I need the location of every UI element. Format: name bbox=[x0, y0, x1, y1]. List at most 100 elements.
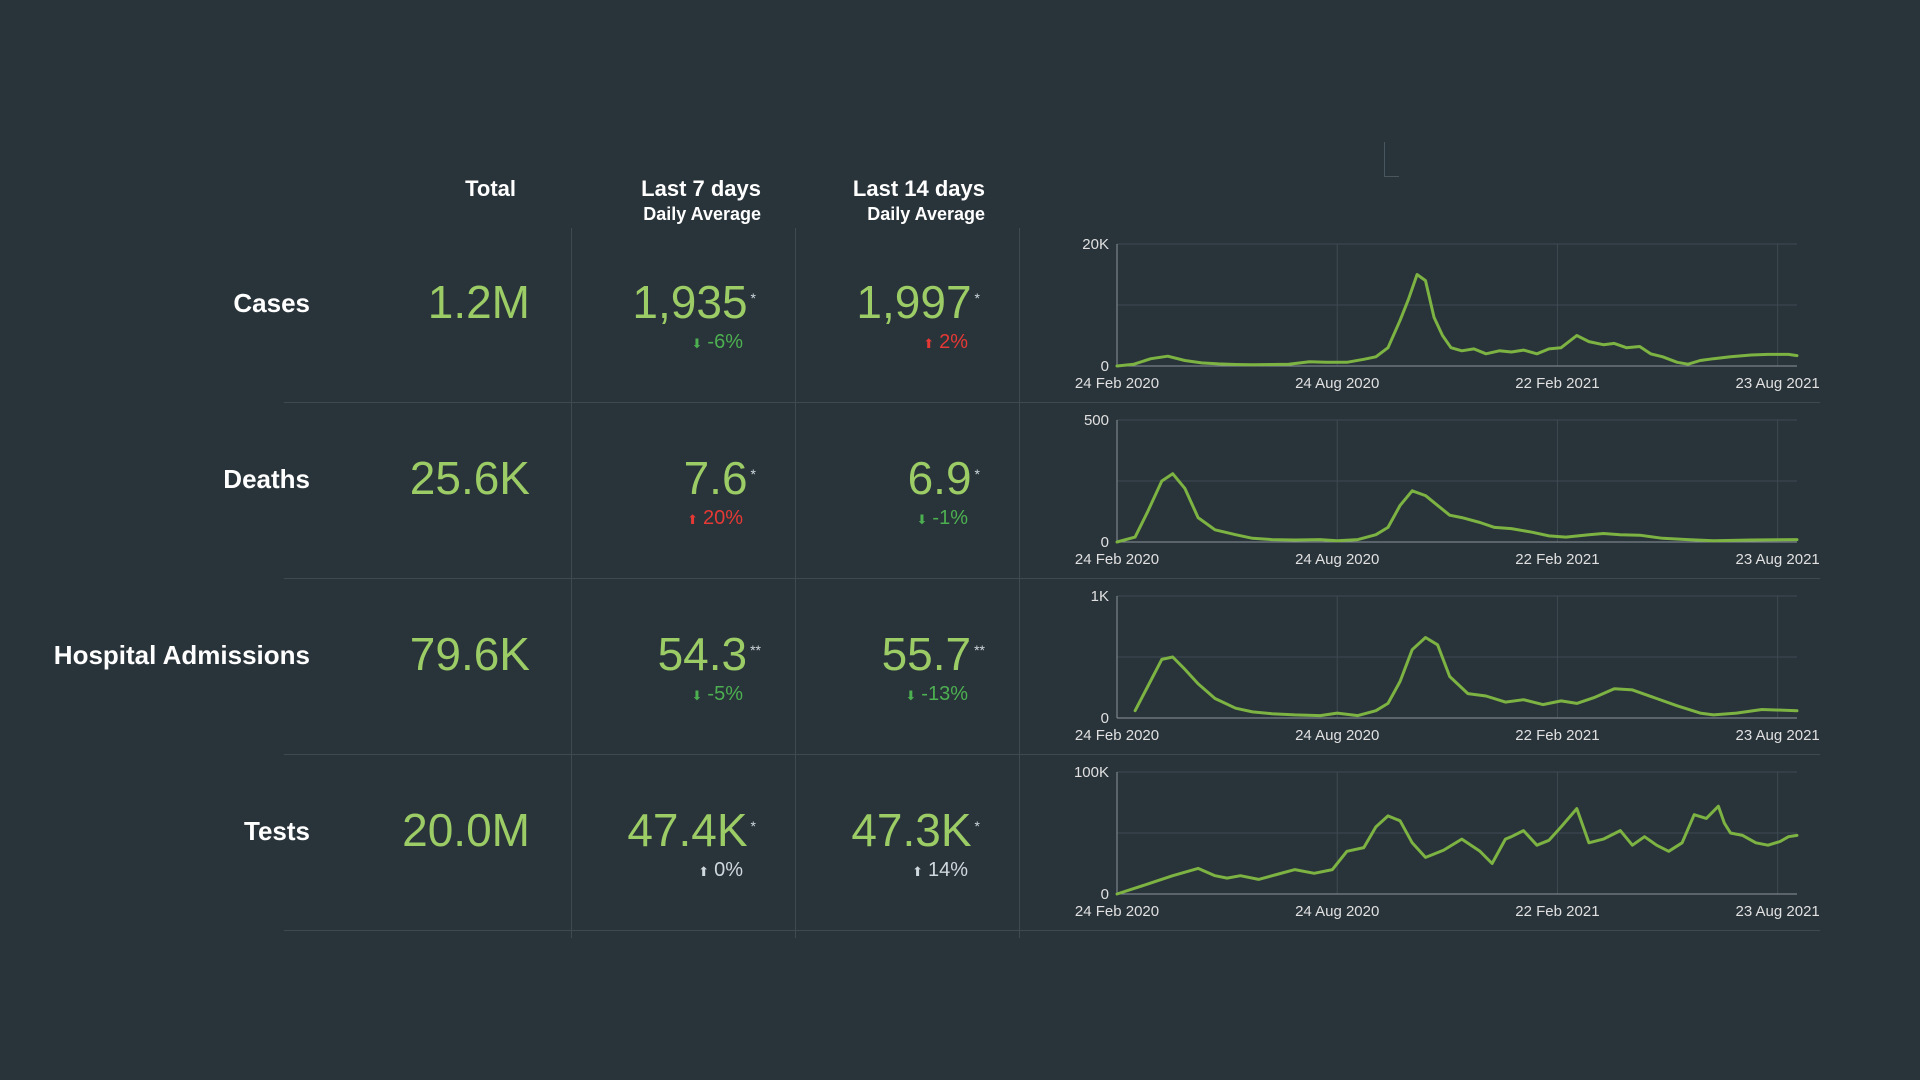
last7-hospital-admissions: 54.3 ** bbox=[560, 629, 761, 679]
header-total: Total bbox=[400, 176, 516, 202]
header-last14-sub: Daily Average bbox=[867, 204, 985, 224]
deaths-chart: 0 500 24 Feb 2020 24 Aug 2020 22 Feb 2021 23 … bbox=[1075, 412, 1820, 568]
x-tick-label: 22 Feb 2021 bbox=[1515, 551, 1599, 568]
total-deaths: 25.6K bbox=[409, 452, 530, 504]
grid-hline-4 bbox=[284, 930, 1820, 931]
last14-deaths: 6.9 * bbox=[790, 453, 980, 503]
x-tick-label: 23 Aug 2021 bbox=[1736, 727, 1820, 744]
last7-tests-value: 47.4K bbox=[627, 804, 748, 856]
arrow-down-icon: ⬇ bbox=[916, 512, 928, 527]
last14-hospital-admissions-value: 55.7 bbox=[881, 628, 972, 680]
last7-hospital-admissions-note: ** bbox=[750, 642, 761, 658]
x-tick-label: 23 Aug 2021 bbox=[1736, 903, 1820, 920]
y-tick-label: 100K bbox=[1074, 764, 1109, 781]
grid-hline-3 bbox=[284, 754, 1820, 755]
total-hospital-admissions: 79.6K bbox=[409, 628, 530, 680]
last14-tests: 47.3K * bbox=[790, 805, 980, 855]
last7-tests-note: * bbox=[750, 818, 756, 834]
last7-cases: 1,935 * bbox=[560, 277, 756, 327]
arrow-up-icon: ⬆ bbox=[698, 864, 710, 879]
last7-deaths: 7.6 * bbox=[560, 453, 756, 503]
header-total-label: Total bbox=[465, 176, 516, 201]
last14-cases: 1,997 * bbox=[790, 277, 980, 327]
x-tick-label: 24 Feb 2020 bbox=[1075, 903, 1159, 920]
total-cases: 1.2M bbox=[427, 276, 530, 328]
last7-deaths-change: ⬆ 20% bbox=[600, 506, 743, 532]
y-tick-label: 20K bbox=[1082, 236, 1109, 253]
last7-cases-change-text: -6% bbox=[707, 331, 743, 353]
arrow-down-icon: ⬇ bbox=[691, 688, 703, 703]
cases-chart: 0 20K 24 Feb 2020 24 Aug 2020 22 Feb 2021 23 … bbox=[1075, 236, 1820, 392]
last7-deaths-change-text: 20% bbox=[702, 507, 743, 529]
series-line bbox=[1115, 472, 1799, 544]
last14-cases-note: * bbox=[974, 290, 980, 306]
hospital-admissions-chart: 0 1K 24 Feb 2020 24 Aug 2020 22 Feb 2021 23 A… bbox=[1075, 588, 1820, 744]
y-tick-label: 0 bbox=[1101, 534, 1109, 551]
x-tick-label: 23 Aug 2021 bbox=[1736, 375, 1820, 392]
series-line bbox=[1115, 804, 1799, 896]
y-tick-label: 0 bbox=[1101, 710, 1109, 727]
last14-hospital-admissions-note: ** bbox=[974, 642, 985, 658]
header-last7: Last 7 days Daily Average bbox=[560, 176, 761, 226]
y-tick-label: 0 bbox=[1101, 886, 1109, 903]
last7-tests-change: ⬆ 0% bbox=[600, 858, 743, 884]
grid-hline-1 bbox=[284, 402, 1820, 403]
grid-hline-2 bbox=[284, 578, 1820, 579]
last7-tests-change-text: 0% bbox=[714, 859, 743, 881]
header-last14-label: Last 14 days bbox=[852, 176, 985, 201]
last7-deaths-note: * bbox=[750, 466, 756, 482]
row-label-tests: Tests bbox=[244, 816, 310, 846]
last7-hospital-admissions-value: 54.3 bbox=[657, 628, 748, 680]
grid-vline-2 bbox=[795, 228, 796, 938]
last14-hospital-admissions-change-text: -13% bbox=[921, 683, 968, 705]
last14-hospital-admissions: 55.7 ** bbox=[790, 629, 985, 679]
series-line bbox=[1133, 636, 1799, 718]
last7-cases-note: * bbox=[750, 290, 756, 306]
x-tick-label: 24 Feb 2020 bbox=[1075, 727, 1159, 744]
last7-hospital-admissions-change-text: -5% bbox=[707, 683, 743, 705]
tests-chart: 0 100K 24 Feb 2020 24 Aug 2020 22 Feb 2021 23… bbox=[1074, 764, 1820, 920]
x-tick-label: 24 Aug 2020 bbox=[1295, 551, 1379, 568]
x-tick-label: 24 Feb 2020 bbox=[1075, 551, 1159, 568]
header-last7-sub: Daily Average bbox=[643, 204, 761, 224]
header-last14: Last 14 days Daily Average bbox=[790, 176, 985, 226]
last7-deaths-value: 7.6 bbox=[683, 452, 748, 504]
last14-cases-change-text: 2% bbox=[939, 331, 968, 353]
row-label-cases: Cases bbox=[233, 288, 310, 318]
row-label-hospital-admissions: Hospital Admissions bbox=[53, 640, 310, 670]
last14-deaths-change-text: -1% bbox=[932, 507, 968, 529]
last14-deaths-note: * bbox=[974, 466, 980, 482]
last14-tests-change: ⬆ 14% bbox=[820, 858, 968, 884]
header-last7-label: Last 7 days bbox=[641, 176, 761, 201]
last7-cases-value: 1,935 bbox=[632, 276, 748, 328]
last14-tests-change-text: 14% bbox=[927, 859, 968, 881]
last7-cases-change: ⬇ -6% bbox=[600, 330, 743, 356]
x-tick-label: 22 Feb 2021 bbox=[1515, 375, 1599, 392]
row-label-deaths: Deaths bbox=[223, 464, 310, 494]
total-tests: 20.0M bbox=[402, 804, 530, 856]
x-tick-label: 22 Feb 2021 bbox=[1515, 727, 1599, 744]
last14-hospital-admissions-change: ⬇ -13% bbox=[820, 682, 968, 708]
arrow-down-icon: ⬇ bbox=[691, 336, 703, 351]
x-tick-label: 24 Feb 2020 bbox=[1075, 375, 1159, 392]
x-tick-label: 24 Aug 2020 bbox=[1295, 375, 1379, 392]
cursor-marker bbox=[1384, 142, 1399, 177]
arrow-up-icon: ⬆ bbox=[923, 336, 935, 351]
last14-tests-value: 47.3K bbox=[851, 804, 972, 856]
x-tick-label: 24 Aug 2020 bbox=[1295, 727, 1379, 744]
last14-tests-note: * bbox=[974, 818, 980, 834]
y-tick-label: 500 bbox=[1084, 412, 1109, 429]
y-tick-label: 1K bbox=[1091, 588, 1109, 605]
last14-deaths-value: 6.9 bbox=[907, 452, 972, 504]
arrow-up-icon: ⬆ bbox=[912, 864, 923, 879]
grid-vline-1 bbox=[571, 228, 572, 938]
last14-cases-change: ⬆ 2% bbox=[820, 330, 968, 356]
last7-hospital-admissions-change: ⬇ -5% bbox=[600, 682, 743, 708]
x-tick-label: 23 Aug 2021 bbox=[1736, 551, 1820, 568]
last14-deaths-change: ⬇ -1% bbox=[820, 506, 968, 532]
grid-vline-3 bbox=[1019, 228, 1020, 938]
arrow-up-icon: ⬆ bbox=[687, 512, 698, 527]
last7-tests: 47.4K * bbox=[560, 805, 756, 855]
arrow-down-icon: ⬇ bbox=[905, 688, 917, 703]
y-tick-label: 0 bbox=[1101, 358, 1109, 375]
